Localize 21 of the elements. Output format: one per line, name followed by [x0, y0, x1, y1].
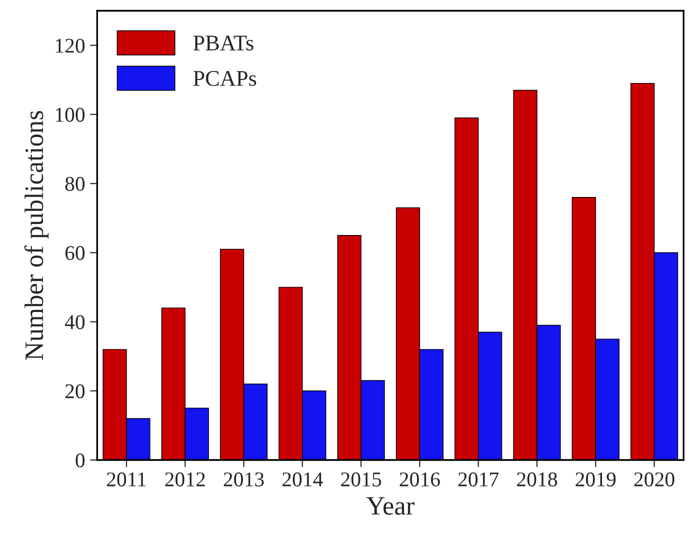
y-tick-label: 100 [56, 108, 85, 122]
x-tick-label: 2017 [458, 472, 499, 486]
y-axis-title: Number of publications [24, 111, 49, 360]
legend-label: PBATs [193, 36, 254, 51]
x-tick-label: 2011 [106, 472, 146, 486]
x-tick-label: 2018 [517, 472, 558, 486]
x-tick-label: 2016 [400, 472, 440, 486]
y-tick-label: 80 [65, 176, 85, 191]
x-axis-title: Year [366, 497, 414, 515]
x-tick-label: 2014 [282, 472, 323, 486]
y-tick-label: 0 [76, 453, 85, 468]
x-tick-label: 2012 [165, 472, 205, 486]
y-tick-label: 60 [65, 246, 85, 260]
legend-label: PCAPs [193, 71, 256, 86]
y-tick-label: 20 [65, 384, 85, 398]
x-tick-label: 2015 [341, 472, 382, 486]
x-tick-label: 2013 [224, 472, 264, 486]
x-tick-label: 2020 [634, 472, 674, 486]
x-tick-label: 2019 [576, 472, 616, 486]
y-tick-label: 40 [64, 315, 85, 330]
y-tick-label: 120 [56, 38, 85, 53]
